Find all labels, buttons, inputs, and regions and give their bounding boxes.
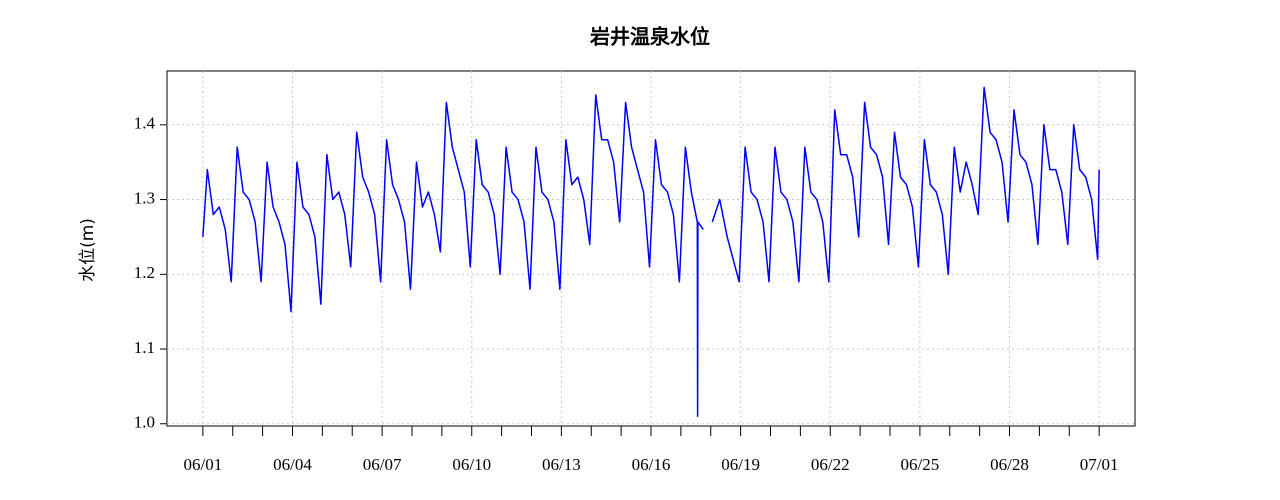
y-tick-label: 1.3 (134, 188, 155, 207)
x-tick-label: 07/01 (1080, 455, 1119, 474)
x-tick-label: 06/25 (901, 455, 940, 474)
y-tick-label: 1.4 (134, 114, 156, 133)
x-tick-label: 06/07 (363, 455, 402, 474)
x-tick-label: 06/16 (632, 455, 671, 474)
x-tick-label: 06/28 (990, 455, 1029, 474)
x-tick-label: 06/19 (721, 455, 760, 474)
y-tick-label: 1.0 (134, 413, 155, 432)
data-line (202, 86, 1100, 418)
x-tick-label: 06/01 (183, 455, 222, 474)
x-tick-label: 06/10 (452, 455, 491, 474)
x-tick-label: 06/22 (811, 455, 850, 474)
x-tick-label: 06/13 (542, 455, 581, 474)
y-axis-label: 水位(m) (78, 218, 98, 282)
chart-title: 岩井温泉水位 (589, 25, 710, 49)
y-tick-label: 1.1 (134, 338, 155, 357)
y-tick-label: 1.2 (134, 263, 155, 282)
x-tick-label: 06/04 (273, 455, 312, 474)
